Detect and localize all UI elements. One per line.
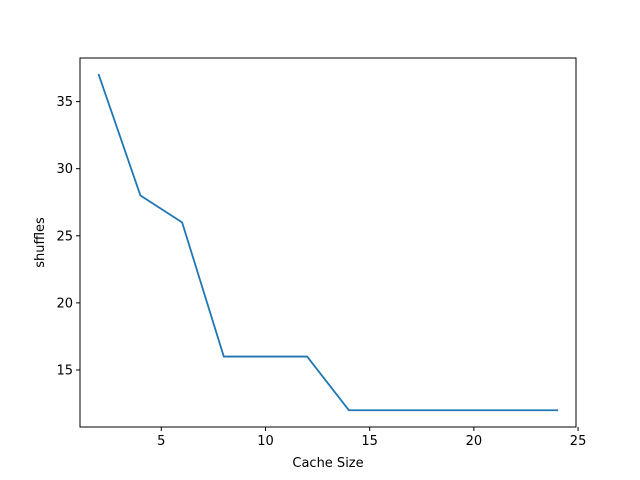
x-axis: 5 10 15 20 25 (157, 427, 586, 449)
y-tick-label: 25 (56, 229, 73, 244)
x-axis-label: Cache Size (292, 456, 363, 471)
plot-area (80, 58, 576, 427)
y-axis: 15 20 25 30 35 (56, 95, 80, 378)
series-layer (97, 73, 559, 412)
y-tick-label: 15 (56, 363, 73, 378)
plot-frame (79, 57, 577, 428)
x-tick-label: 15 (361, 434, 378, 449)
x-tick-label: 10 (257, 434, 274, 449)
x-tick-label: 5 (157, 434, 165, 449)
y-tick-label: 30 (56, 162, 73, 177)
x-tick-label: 20 (466, 434, 483, 449)
series-line-0 (97, 73, 559, 412)
y-axis-label: shuffles (33, 217, 48, 268)
x-tick-label: 25 (570, 434, 587, 449)
y-tick-label: 35 (56, 95, 73, 110)
y-tick-label: 20 (56, 296, 73, 311)
